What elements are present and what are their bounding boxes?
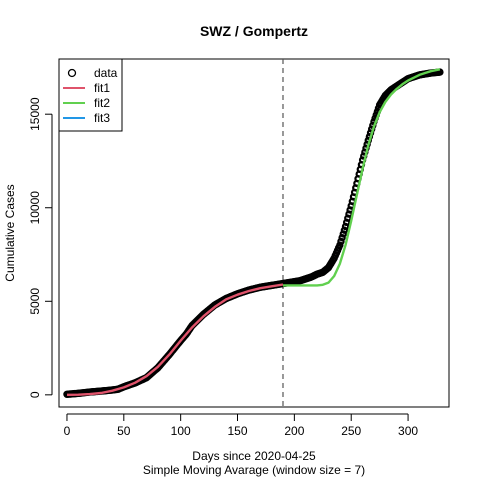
series-fit2-line: [283, 68, 441, 287]
x-tick-label: 50: [117, 424, 131, 438]
series-group: [63, 68, 444, 398]
y-tick-label: 5000: [28, 288, 42, 315]
series-fit1-line: [66, 283, 284, 396]
legend-marker-data: [67, 68, 77, 78]
x-tick-label: 200: [284, 424, 304, 438]
y-tick-label: 0: [28, 391, 42, 398]
legend-label-data: data: [94, 66, 118, 80]
x-tick-label: 250: [341, 424, 361, 438]
axes-group: 0 50 100 150 200 250 300 0 5000 10000 15000: [28, 97, 418, 438]
plot-frame: [58, 58, 450, 408]
y-axis-label: Cumulative Cases: [3, 184, 17, 281]
y-tick-label: 10000: [28, 191, 42, 225]
chart-subtitle: Simple Moving Avarage (window size = 7): [143, 463, 365, 477]
legend-label-fit1: fit1: [94, 81, 110, 95]
x-tick-label: 150: [227, 424, 247, 438]
y-tick-label: 15000: [28, 97, 42, 131]
x-axis-label: Days since 2020-04-25: [192, 449, 316, 463]
legend-label-fit2: fit2: [94, 96, 110, 110]
x-tick-label: 300: [398, 424, 418, 438]
x-tick-label: 100: [171, 424, 191, 438]
x-tick-label: 0: [64, 424, 71, 438]
legend-label-fit3: fit3: [94, 111, 110, 125]
chart-title: SWZ / Gompertz: [200, 23, 308, 39]
